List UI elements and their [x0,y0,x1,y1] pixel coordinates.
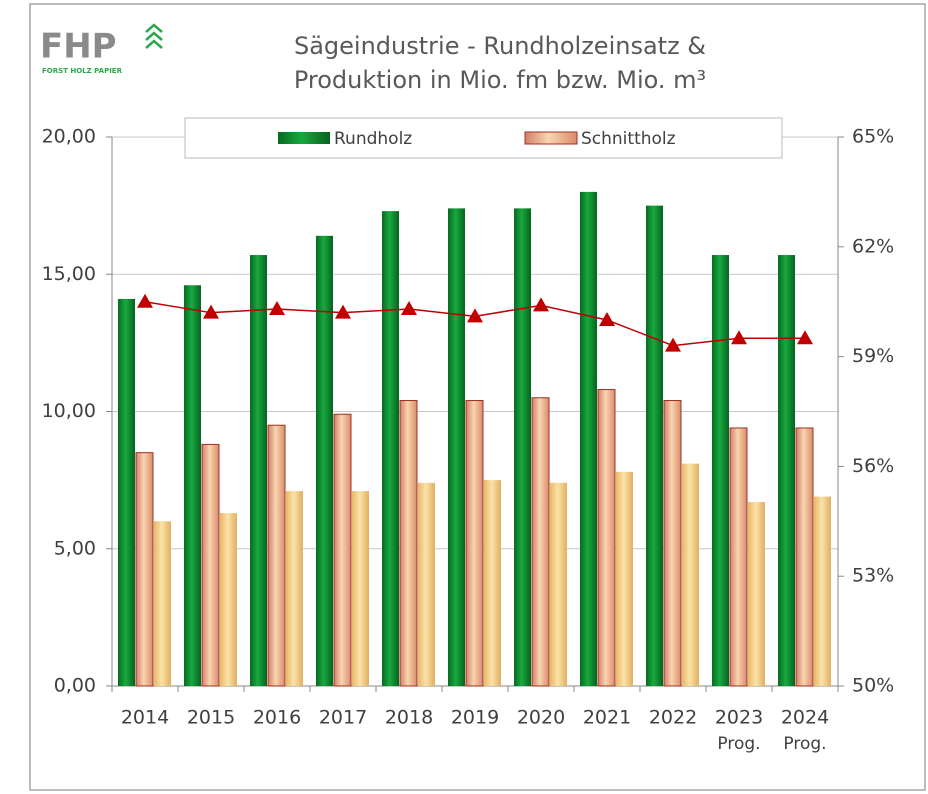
bar [382,211,399,687]
legend-swatch [278,132,330,144]
y2-tick-label: 50% [852,675,894,697]
bar [286,491,303,686]
x-tick-label: 2024 [781,707,829,729]
line-marker [203,304,219,319]
line-marker [401,301,417,316]
line-marker [137,293,153,308]
frame [29,3,926,791]
bar [778,255,795,686]
bar [550,482,567,686]
bar [118,298,135,686]
x-tick-label: 2023 [715,707,763,729]
bar [184,285,201,686]
y2-tick-label: 62% [852,235,894,257]
x-tick-note: Prog. [783,734,826,754]
bar [795,427,814,687]
bar [250,255,267,686]
x-tick-label: 2015 [187,707,235,729]
line-marker [665,337,681,352]
bar [531,397,550,687]
bar [484,480,501,686]
bar [580,191,597,686]
bar [267,424,286,687]
legend-label: Rundholz [334,129,412,149]
chart-title: Produktion in Mio. fm bzw. Mio. m³ [294,66,706,94]
legend-label: Schnittholz [581,129,676,149]
line [144,300,805,347]
line-marker [269,301,285,316]
bar [352,491,369,686]
x-tick-label: 2018 [385,707,433,729]
bar [448,208,465,686]
y-tick-label: 0,00 [54,675,96,697]
line-marker [731,330,747,345]
x-tick-label: 2019 [451,707,499,729]
chart-title: Sägeindustrie - Rundholzeinsatz & [294,32,706,60]
bar [135,452,154,687]
bar [316,235,333,686]
bar [748,502,765,686]
line-marker [533,297,549,312]
bar [712,255,729,686]
line-marker [797,330,813,345]
bar [465,400,484,687]
y2-tick-label: 53% [852,565,894,587]
logo: FHP [40,27,117,67]
legend-box [184,117,783,159]
bar [729,427,748,687]
bar [597,389,616,687]
bar [514,208,531,686]
x-tick-label: 2016 [253,707,301,729]
bar [154,521,171,686]
bar [814,496,831,686]
y-tick-label: 20,00 [42,126,96,148]
bar [220,513,237,686]
bar [333,413,352,687]
bar [646,205,663,686]
y-tick-label: 10,00 [42,400,96,422]
y2-tick-label: 65% [852,126,894,148]
y-tick-label: 5,00 [54,537,96,559]
line-marker [467,308,483,323]
logo-icon [145,23,163,49]
bar [399,400,418,687]
x-tick-label: 2020 [517,707,565,729]
y-tick-label: 15,00 [42,263,96,285]
line-marker [335,304,351,319]
x-tick-label: 2022 [649,707,697,729]
bar [616,471,633,686]
bar [663,400,682,687]
x-tick-note: Prog. [717,734,760,754]
logo-subtitle: FORST HOLZ PAPIER [42,67,123,75]
bar [201,443,220,687]
y2-tick-label: 59% [852,345,894,367]
y2-tick-label: 56% [852,455,894,477]
x-tick-label: 2014 [121,707,169,729]
bar [418,482,435,686]
x-tick-label: 2021 [583,707,631,729]
legend-swatch [524,131,578,145]
line-marker [599,312,615,326]
x-tick-label: 2017 [319,707,367,729]
bar [682,463,699,686]
